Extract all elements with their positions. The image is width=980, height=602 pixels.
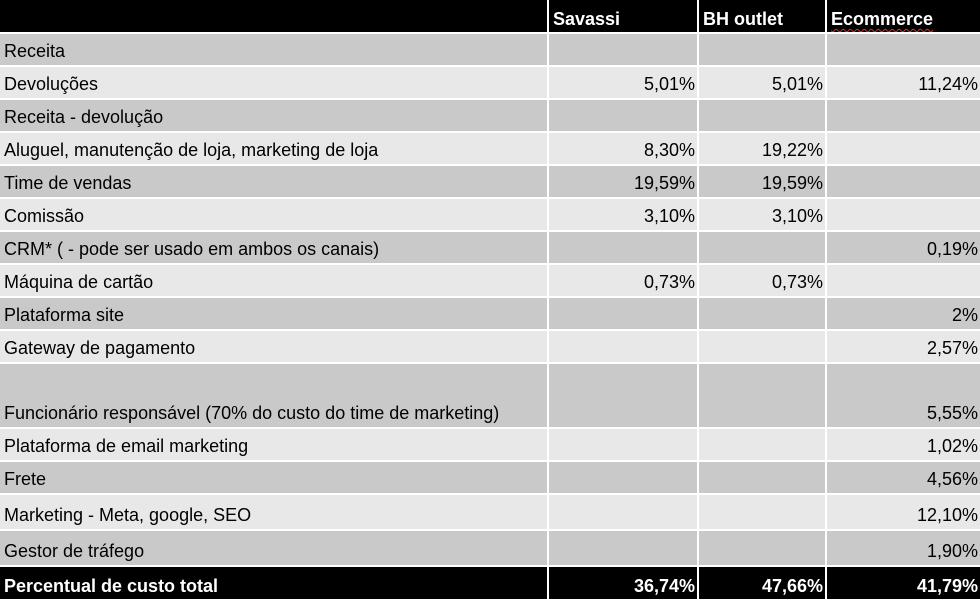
cell-bh-outlet[interactable]: 3,10% — [699, 199, 827, 232]
cell-bh-outlet[interactable] — [699, 232, 827, 265]
cell-ecommerce[interactable] — [827, 133, 980, 166]
cell-bh-outlet[interactable] — [699, 462, 827, 495]
cell-ecommerce[interactable] — [827, 265, 980, 298]
total-bh-outlet[interactable]: 47,66% — [699, 567, 827, 599]
table-row: Funcionário responsável (70% do custo do… — [0, 364, 980, 429]
cell-bh-outlet[interactable]: 0,73% — [699, 265, 827, 298]
cell-ecommerce[interactable]: 2% — [827, 298, 980, 331]
row-label[interactable]: Máquina de cartão — [0, 265, 549, 298]
cell-savassi[interactable]: 3,10% — [549, 199, 699, 232]
table-row: Devoluções 5,01% 5,01% 11,24% — [0, 67, 980, 100]
cell-ecommerce[interactable] — [827, 100, 980, 133]
header-ecommerce[interactable]: Ecommerce — [827, 0, 980, 34]
row-label[interactable]: Aluguel, manutenção de loja, marketing d… — [0, 133, 549, 166]
table-row: Receita — [0, 34, 980, 67]
cell-savassi[interactable] — [549, 331, 699, 364]
row-label[interactable]: Gateway de pagamento — [0, 331, 549, 364]
cell-ecommerce[interactable]: 2,57% — [827, 331, 980, 364]
cell-bh-outlet[interactable]: 19,59% — [699, 166, 827, 199]
cell-savassi[interactable]: 0,73% — [549, 265, 699, 298]
cell-savassi[interactable]: 5,01% — [549, 67, 699, 100]
cell-ecommerce[interactable] — [827, 166, 980, 199]
cell-bh-outlet[interactable] — [699, 100, 827, 133]
table-row: Receita - devolução — [0, 100, 980, 133]
row-label[interactable]: Funcionário responsável (70% do custo do… — [0, 364, 549, 429]
cell-savassi[interactable] — [549, 232, 699, 265]
cell-savassi[interactable] — [549, 429, 699, 462]
cell-savassi[interactable] — [549, 34, 699, 67]
table-row: Frete 4,56% — [0, 462, 980, 495]
header-label-cell[interactable] — [0, 0, 549, 34]
cell-bh-outlet[interactable] — [699, 531, 827, 567]
cell-ecommerce[interactable] — [827, 199, 980, 232]
cell-ecommerce[interactable]: 1,90% — [827, 531, 980, 567]
table-row: Plataforma site 2% — [0, 298, 980, 331]
cell-savassi[interactable] — [549, 364, 699, 429]
cell-savassi[interactable] — [549, 531, 699, 567]
cell-savassi[interactable]: 8,30% — [549, 133, 699, 166]
header-bh-outlet[interactable]: BH outlet — [699, 0, 827, 34]
cell-savassi[interactable] — [549, 462, 699, 495]
cell-savassi[interactable] — [549, 298, 699, 331]
table-row: Marketing - Meta, google, SEO 12,10% — [0, 495, 980, 531]
total-ecommerce[interactable]: 41,79% — [827, 567, 980, 599]
row-label[interactable]: Receita - devolução — [0, 100, 549, 133]
cell-savassi[interactable] — [549, 495, 699, 531]
cell-savassi[interactable] — [549, 100, 699, 133]
cell-ecommerce[interactable]: 11,24% — [827, 67, 980, 100]
row-label[interactable]: Marketing - Meta, google, SEO — [0, 495, 549, 531]
cell-bh-outlet[interactable] — [699, 298, 827, 331]
table-row: Time de vendas 19,59% 19,59% — [0, 166, 980, 199]
cell-bh-outlet[interactable]: 19,22% — [699, 133, 827, 166]
cell-bh-outlet[interactable] — [699, 364, 827, 429]
table-row: Gestor de tráfego 1,90% — [0, 531, 980, 567]
total-row: Percentual de custo total 36,74% 47,66% … — [0, 567, 980, 599]
row-label[interactable]: Devoluções — [0, 67, 549, 100]
table-row: CRM* ( - pode ser usado em ambos os cana… — [0, 232, 980, 265]
row-label[interactable]: Frete — [0, 462, 549, 495]
cell-ecommerce[interactable]: 1,02% — [827, 429, 980, 462]
cell-bh-outlet[interactable] — [699, 331, 827, 364]
cell-bh-outlet[interactable] — [699, 429, 827, 462]
cell-ecommerce[interactable] — [827, 34, 980, 67]
table-row: Máquina de cartão 0,73% 0,73% — [0, 265, 980, 298]
total-savassi[interactable]: 36,74% — [549, 567, 699, 599]
row-label[interactable]: Time de vendas — [0, 166, 549, 199]
cell-bh-outlet[interactable] — [699, 495, 827, 531]
header-row: Savassi BH outlet Ecommerce — [0, 0, 980, 34]
row-label[interactable]: Receita — [0, 34, 549, 67]
row-label[interactable]: Plataforma site — [0, 298, 549, 331]
table-row: Plataforma de email marketing 1,02% — [0, 429, 980, 462]
cell-ecommerce[interactable]: 12,10% — [827, 495, 980, 531]
row-label[interactable]: Comissão — [0, 199, 549, 232]
cell-ecommerce[interactable]: 0,19% — [827, 232, 980, 265]
row-label[interactable]: Gestor de tráfego — [0, 531, 549, 567]
table-row: Comissão 3,10% 3,10% — [0, 199, 980, 232]
row-label[interactable]: Plataforma de email marketing — [0, 429, 549, 462]
table-row: Aluguel, manutenção de loja, marketing d… — [0, 133, 980, 166]
table-row: Gateway de pagamento 2,57% — [0, 331, 980, 364]
cell-ecommerce[interactable]: 5,55% — [827, 364, 980, 429]
row-label[interactable]: CRM* ( - pode ser usado em ambos os cana… — [0, 232, 549, 265]
cell-ecommerce[interactable]: 4,56% — [827, 462, 980, 495]
total-label[interactable]: Percentual de custo total — [0, 567, 549, 599]
cell-savassi[interactable]: 19,59% — [549, 166, 699, 199]
cell-bh-outlet[interactable] — [699, 34, 827, 67]
cell-bh-outlet[interactable]: 5,01% — [699, 67, 827, 100]
header-savassi[interactable]: Savassi — [549, 0, 699, 34]
